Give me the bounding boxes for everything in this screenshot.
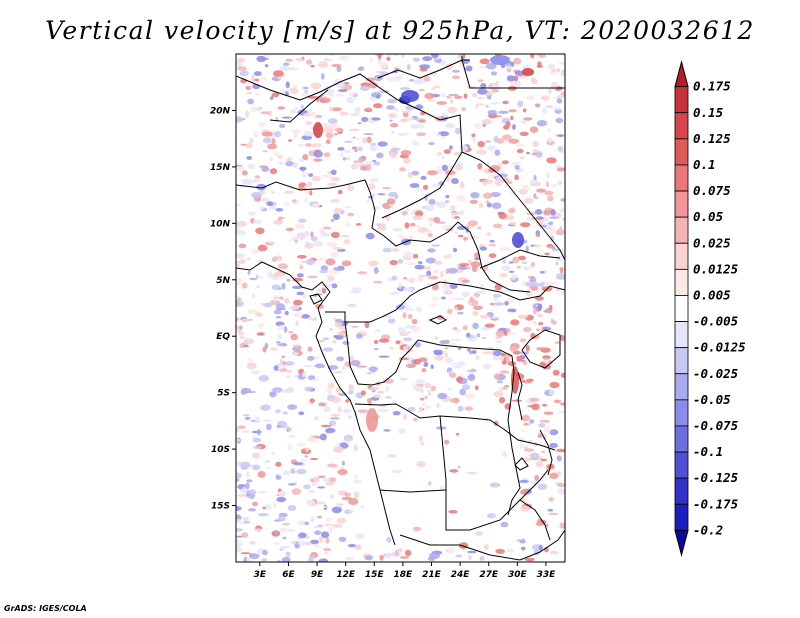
lon-label: 21E <box>422 570 442 580</box>
colorbar-swatch <box>674 242 689 270</box>
lat-label: 15N <box>210 163 231 173</box>
country-borders <box>236 56 565 561</box>
chart-title: Vertical velocity [m/s] at 925hPa, VT: 2… <box>45 16 755 45</box>
lon-label: 33E <box>537 570 557 580</box>
colorbar-swatch <box>674 268 689 296</box>
grads-credit: GrADS: IGES/COLA <box>4 604 87 613</box>
colorbar-level-label: -0.175 <box>693 496 739 511</box>
colorbar-swatch <box>674 86 689 114</box>
colorbar-level-label: 0.175 <box>693 79 731 94</box>
lat-label: EQ <box>216 332 230 342</box>
lat-label: 15S <box>211 502 230 512</box>
colorbar-swatch <box>674 321 689 349</box>
colorbar-swatch <box>674 190 689 218</box>
colorbar-level-label: 0.15 <box>693 105 724 120</box>
lat-label: 10N <box>210 219 231 229</box>
lat-label: 5S <box>217 389 230 399</box>
lat-label: 5N <box>216 276 230 286</box>
colorbar: 0.175 0.15 0.125 0.1 0.075 0.05 0.025 0.0125 0.0… <box>674 60 746 557</box>
colorbar-level-label: 0.075 <box>693 183 731 198</box>
colorbar-level-label: -0.075 <box>693 418 739 433</box>
colorbar-level-label: -0.0125 <box>693 340 746 355</box>
longitude-axis: 3E 6E 9E 12E 15E 18E 21E 24E 27E 30E 33E <box>254 562 556 580</box>
lon-label: 9E <box>311 570 324 580</box>
colorbar-level-label: -0.05 <box>693 392 731 407</box>
colorbar-level-label: -0.125 <box>693 470 739 485</box>
colorbar-level-label: 0.1 <box>693 157 716 172</box>
colorbar-swatch <box>674 347 689 375</box>
lon-label: 18E <box>394 570 414 580</box>
colorbar-swatch <box>674 399 689 427</box>
colorbar-level-label: -0.005 <box>693 314 739 329</box>
lat-label: 10S <box>211 445 230 455</box>
latitude-axis: 20N 15N 10N 5N EQ 5S 10S 15S <box>210 106 236 512</box>
field-plot <box>235 53 566 563</box>
colorbar-swatch <box>674 216 689 244</box>
colorbar-level-label: -0.025 <box>693 366 739 381</box>
colorbar-level-label: 0.05 <box>693 209 724 224</box>
lon-label: 30E <box>508 570 528 580</box>
colorbar-max-arrow <box>674 60 689 88</box>
colorbar-swatch <box>674 373 689 401</box>
colorbar-swatch <box>674 112 689 140</box>
colorbar-swatch <box>674 295 689 322</box>
colorbar-level-label: 0.0125 <box>693 261 739 276</box>
colorbar-swatch <box>674 503 689 531</box>
lon-label: 12E <box>336 570 356 580</box>
colorbar-min-arrow <box>674 529 689 557</box>
colorbar-level-label: 0.025 <box>693 235 731 250</box>
colorbar-level-label: 0.005 <box>693 287 731 302</box>
lat-label: 20N <box>210 106 231 116</box>
lon-label: 24E <box>451 570 471 580</box>
lon-label: 15E <box>365 570 385 580</box>
lon-label: 27E <box>479 570 499 580</box>
colorbar-swatch <box>674 451 689 479</box>
colorbar-swatch <box>674 425 689 453</box>
colorbar-swatch <box>674 477 689 505</box>
colorbar-swatch <box>674 164 689 192</box>
lon-label: 3E <box>254 570 267 580</box>
lon-label: 6E <box>282 570 295 580</box>
colorbar-level-label: 0.125 <box>693 131 731 146</box>
colorbar-level-label: -0.1 <box>693 444 723 459</box>
velocity-field <box>236 54 565 562</box>
colorbar-level-label: -0.2 <box>693 522 723 537</box>
colorbar-swatch <box>674 138 689 166</box>
